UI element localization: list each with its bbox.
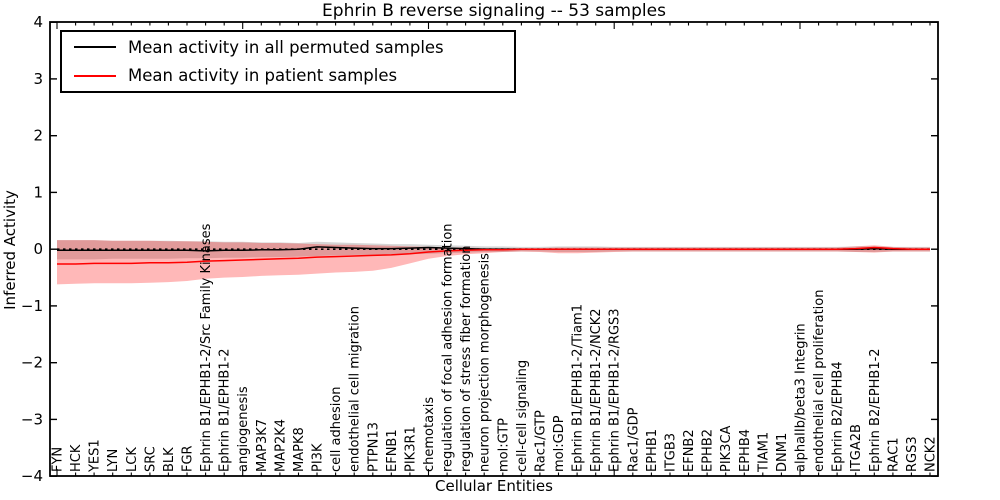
x-tick-label: LCK	[125, 447, 140, 472]
y-tick-label: 4	[33, 13, 43, 31]
patient-mean-line	[57, 246, 930, 265]
x-tick-label: Ephrin B1/EPHB1-2/RGS3	[608, 308, 623, 472]
x-tick-label: chemotaxis	[422, 397, 437, 472]
x-tick-label: regulation of stress fiber formation	[459, 245, 474, 472]
x-tick-label: EFNB2	[682, 429, 697, 472]
x-tick-label: RAC1	[886, 437, 901, 472]
permuted-line-sample-icon	[74, 46, 116, 49]
x-tick-label: Rac1/GTP	[533, 410, 548, 472]
x-tick-label: MAPK8	[292, 427, 307, 472]
y-tick-label: −4	[21, 467, 43, 485]
band-patient-samples-range	[57, 240, 930, 285]
x-tick-label: Ephrin B2/EPHB4	[831, 361, 846, 472]
x-tick-label: Rac1/GDP	[626, 407, 641, 472]
x-tick-label: angiogenesis	[236, 386, 251, 472]
y-tick-label: 2	[33, 127, 43, 145]
legend-label-patient: Mean activity in patient samples	[128, 66, 398, 86]
x-tick-label: neuron projection morphogenesis	[478, 253, 493, 472]
axes-frame	[49, 21, 939, 477]
x-tick-label: BLK	[162, 447, 177, 472]
x-tick-label: endothelial cell proliferation	[812, 290, 827, 473]
x-tick-label: mol:GTP	[496, 418, 511, 472]
chart-title: Ephrin B reverse signaling -- 53 samples	[322, 1, 666, 21]
x-tick-label: ITGB3	[664, 433, 679, 472]
x-tick-label: cell adhesion	[329, 386, 344, 472]
legend-label-permuted: Mean activity in all permuted samples	[128, 37, 444, 57]
x-tick-label: alphaIIb/beta3 Integrin	[794, 323, 809, 472]
x-tick-label: Ephrin B1/EPHB1-2/Src Family Kinases	[199, 223, 214, 472]
x-tick-label: TIAM1	[756, 432, 771, 473]
y-tick-label: 0	[33, 240, 43, 258]
y-tick-label: −3	[21, 410, 43, 428]
x-axis-title: Cellular Entities	[435, 477, 553, 495]
patient-line-sample-icon	[74, 74, 116, 77]
x-tick-label: YES1	[88, 439, 103, 473]
x-tick-label: RGS3	[905, 436, 920, 472]
legend-row-permuted: Mean activity in all permuted samples	[62, 34, 514, 60]
x-tick-label: Ephrin B2/EPHB1-2	[868, 348, 883, 472]
legend-row-patient: Mean activity in patient samples	[62, 63, 514, 89]
x-tick-label: FGR	[181, 445, 196, 472]
y-axis-title: Inferred Activity	[1, 190, 19, 310]
x-tick-label: cell-cell signaling	[515, 360, 530, 472]
x-tick-label: PIK3R1	[403, 426, 418, 472]
y-tick-label: 3	[33, 70, 43, 88]
x-tick-label: SRC	[143, 446, 158, 472]
x-tick-label: Ephrin B1/EPHB1-2/NCK2	[589, 308, 604, 472]
x-tick-label: EFNB1	[385, 429, 400, 472]
x-tick-label: DNM1	[775, 433, 790, 472]
x-tick-label: EPHB1	[645, 429, 660, 472]
x-tick-label: LYN	[106, 449, 121, 472]
x-tick-label: MAP3K7	[255, 419, 270, 472]
x-tick-label: Ephrin B1/EPHB1-2	[218, 348, 233, 472]
x-tick-label: endothelial cell migration	[348, 306, 363, 472]
y-tick-label: 1	[33, 183, 43, 201]
x-tick-label: Ephrin B1/EPHB1-2/Tiam1	[571, 304, 586, 472]
x-tick-label: PIK3CA	[719, 425, 734, 472]
x-tick-label: HCK	[69, 444, 84, 472]
x-tick-label: FYN	[51, 447, 66, 472]
x-tick-label: regulation of focal adhesion formation	[441, 223, 456, 472]
x-tick-label: PI3K	[311, 443, 326, 472]
x-tick-label: ITGA2B	[849, 424, 864, 472]
x-tick-label: NCK2	[924, 436, 939, 472]
x-tick-label: mol:GDP	[552, 415, 567, 472]
x-tick-label: PTPN13	[366, 422, 381, 472]
y-tick-label: −1	[21, 297, 43, 315]
y-tick-label: −2	[21, 354, 43, 372]
legend: Mean activity in all permuted samples Me…	[60, 30, 516, 93]
x-tick-label: MAP2K4	[273, 419, 288, 472]
x-tick-label: EPHB2	[701, 429, 716, 472]
x-tick-label: EPHB4	[738, 429, 753, 472]
